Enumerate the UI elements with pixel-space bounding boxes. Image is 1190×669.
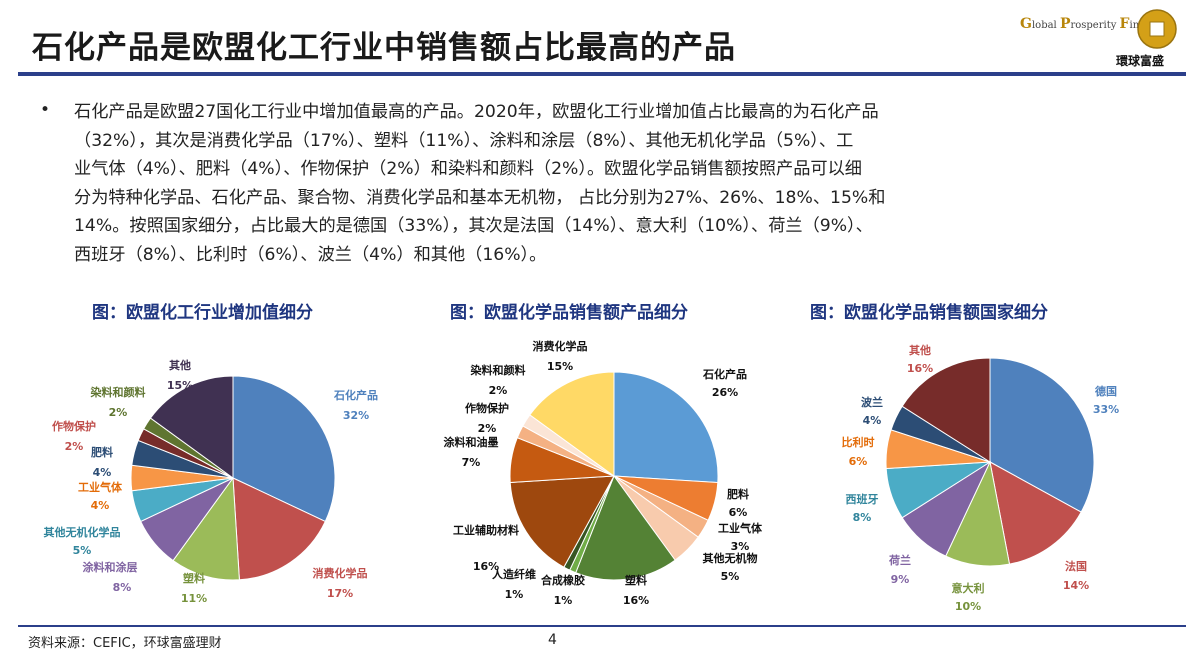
pie-sales-by-product: 石化产品26%肥料6%工业气体3%其他无机物5%塑料16%合成橡胶1%人造纤维1… [444,339,763,607]
slice-value-label: 6% [729,506,748,519]
slice-name-label: 比利时 [842,435,875,449]
paragraph-line: 业气体（4%）、肥料（4%）、作物保护（2%）和染料和颜料（2%）。欧盟化学品销… [74,159,862,179]
slice-value-label: 4% [863,414,882,427]
slice-name-label: 合成橡胶 [541,573,585,587]
slice-value-label: 2% [489,384,508,397]
slice-value-label: 1% [554,594,573,607]
slice-value-label: 16% [473,560,499,573]
pie-slice [901,357,991,463]
page-number: 4 [548,632,557,648]
slice-value-label: 5% [73,544,92,557]
paragraph-line: 分为特种化学品、石化产品、聚合物、消费化学品和基本无机物， 占比分别为27%、2… [74,187,886,208]
pie-slice [232,375,336,523]
paragraph-line: 14%。按照国家细分，占比最大的是德国（33%），其次是法国（14%）、意大利（… [74,216,873,236]
slice-value-label: 26% [712,386,738,399]
pie-slice [149,375,234,479]
paragraph-line: 西班牙（8%）、比利时（6%）、波兰（4%）和其他（16%）。 [74,244,547,265]
slice-name-label: 荷兰 [888,553,911,567]
slice-value-label: 2% [109,406,128,419]
slice-name-label: 工业气体 [78,480,123,494]
coin-icon [1137,9,1177,49]
slice-name-label: 塑料 [183,571,205,585]
slice-value-label: 8% [853,511,872,524]
slice-value-label: 16% [623,594,649,607]
slice-name-label: 其他无机化学品 [44,525,121,539]
header-rule [18,72,1186,76]
slice-value-label: 10% [955,600,981,613]
slice-value-label: 11% [181,592,207,605]
slice-value-label: 6% [849,455,868,468]
chart-title-value-added: 图：欧盟化工行业增加值细分 [92,303,313,323]
slice-value-label: 15% [547,360,573,373]
pie-sales-by-country: 德国 33% 法国 14% 意大利 10% 荷兰 9% 西班牙 8% 比利时 6% 波兰 4% 其他 16% [842,343,1120,613]
slice-value-label: 15% [167,379,193,392]
slice-name-label: 德国 [1094,384,1117,398]
slice-value-label: 5% [721,570,740,583]
slice-name-label: 其他 [909,343,931,357]
slice-name-label: 石化产品 [702,367,747,381]
slice-value-label: 9% [891,573,910,586]
pie-slice [529,371,615,477]
slice-name-label: 工业辅助材料 [453,523,519,537]
slice-name-label: 其他 [169,358,191,372]
slice-value-label: 8% [113,581,132,594]
pie-slice [989,357,1095,513]
slice-value-label: 4% [91,499,110,512]
slice-value-label: 33% [1093,403,1119,416]
slice-name-label: 消费化学品 [313,566,368,580]
slice-value-label: 3% [731,540,750,553]
slice-name-label: 法国 [1065,559,1087,573]
slice-name-label: 染料和颜料 [471,363,526,377]
slice-value-label: 4% [93,466,112,479]
pie-slice [989,461,1082,565]
bullet-mark: • [40,100,51,120]
slice-name-label: 西班牙 [846,492,879,506]
slice-name-label: 塑料 [625,573,647,587]
paragraph-line: 石化产品是欧盟27国化工行业中增加值最高的产品。2020年，欧盟化工行业增加值占… [74,102,879,122]
slice-value-label: 16% [907,362,933,375]
slice-name-label: 染料和颜料 [91,385,146,399]
pie-slice [172,476,240,581]
pie-slice [575,474,676,581]
slice-name-label: 作物保护 [52,419,96,433]
slice-name-label: 石化产品 [333,388,378,402]
slice-value-label: 2% [65,440,84,453]
slice-name-label: 其他无机物 [703,551,758,565]
slice-value-label: 1% [505,588,524,601]
footer-rule [18,625,1186,627]
pie-slice [509,475,615,568]
slice-value-label: 7% [462,456,481,469]
company-logo: Global Prosperity Financial 環球富盛 [1016,8,1180,68]
chart-title-sales-by-country: 图：欧盟化学品销售额国家细分 [810,303,1048,323]
page-title: 石化产品是欧盟化工行业中销售额占比最高的产品 [32,30,736,66]
pie-slice [232,477,326,581]
slice-value-label: 17% [327,587,353,600]
slice-name-label: 涂料和油墨 [444,435,499,449]
slice-name-label: 工业气体 [718,521,763,535]
pie-slice [613,371,719,484]
pie-value-added: 石化产品 32% 消费化学品 17% 塑料 11% 涂料和涂层 8% 其他无机化学品 5% 工业气体… [44,358,379,605]
slice-name-label: 消费化学品 [533,339,588,353]
slice-name-label: 人造纤维 [492,567,536,581]
paragraph-line: （32%），其次是消费化学品（17%）、塑料（11%）、涂料和涂层（8%）、其他… [74,130,854,151]
slice-name-label: 意大利 [952,581,985,595]
summary-paragraph: 石化产品是欧盟27国化工行业中增加值最高的产品。2020年，欧盟化工行业增加值占… [74,98,1158,269]
chart-title-sales-by-product: 图：欧盟化学品销售额产品细分 [450,303,688,323]
slice-name-label: 涂料和涂层 [83,560,138,574]
slice-value-label: 32% [343,409,369,422]
slice-name-label: 肥料 [91,445,113,459]
slice-value-label: 2% [478,422,497,435]
slice-name-label: 肥料 [727,487,749,501]
slice-name-label: 波兰 [861,395,883,409]
slice-name-label: 作物保护 [465,401,509,415]
source-note: 资料来源：CEFIC，环球富盛理财 [28,636,222,651]
slice-value-label: 14% [1063,579,1089,592]
logo-chinese-text: 環球富盛 [1116,54,1165,68]
